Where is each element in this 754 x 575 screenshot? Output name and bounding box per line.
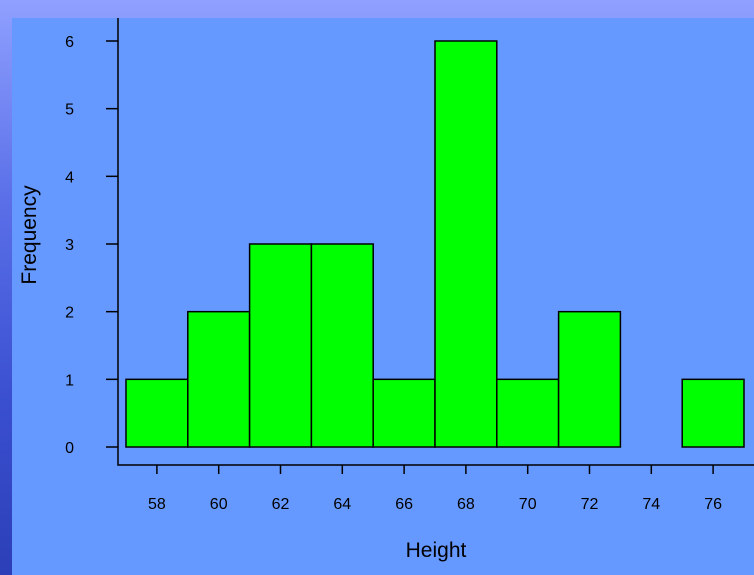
x-tick-label: 74 (642, 496, 660, 513)
histogram-bar (434, 40, 498, 448)
x-tick-label: 70 (519, 496, 537, 513)
x-tick-label: 64 (333, 496, 351, 513)
x-axis-title: Height (406, 539, 467, 562)
y-axis-ticks: 0 1 2 3 4 5 6 (65, 34, 118, 457)
plot-panel (12, 18, 754, 575)
y-tick-label: 6 (65, 34, 74, 51)
x-tick-label: 62 (272, 496, 290, 513)
y-tick-label: 3 (65, 237, 74, 254)
y-tick-label: 5 (65, 102, 74, 119)
histogram-bar (248, 243, 313, 448)
y-tick-label: 1 (65, 372, 74, 389)
axes-frame (117, 18, 754, 466)
y-axis-title: Frequency (18, 185, 41, 285)
histogram-bar (310, 243, 374, 448)
y-tick-label: 0 (65, 440, 74, 457)
x-tick-label: 60 (210, 496, 228, 513)
histogram-bar (125, 378, 189, 448)
x-tick-label: 58 (148, 496, 166, 513)
bars-group (125, 40, 745, 448)
x-axis-ticks: 58 60 62 64 66 68 70 72 74 76 (148, 465, 722, 513)
histogram-bar (496, 378, 560, 448)
y-tick-label: 2 (65, 305, 74, 322)
x-tick-label: 66 (395, 496, 413, 513)
y-tick-label: 4 (65, 169, 74, 186)
x-tick-label: 68 (457, 496, 475, 513)
histogram-bar (557, 310, 622, 448)
x-tick-label: 72 (581, 496, 599, 513)
histogram-bar (187, 310, 251, 448)
histogram-bar (681, 378, 745, 448)
histogram-bar (372, 378, 436, 448)
x-tick-label: 76 (704, 496, 722, 513)
